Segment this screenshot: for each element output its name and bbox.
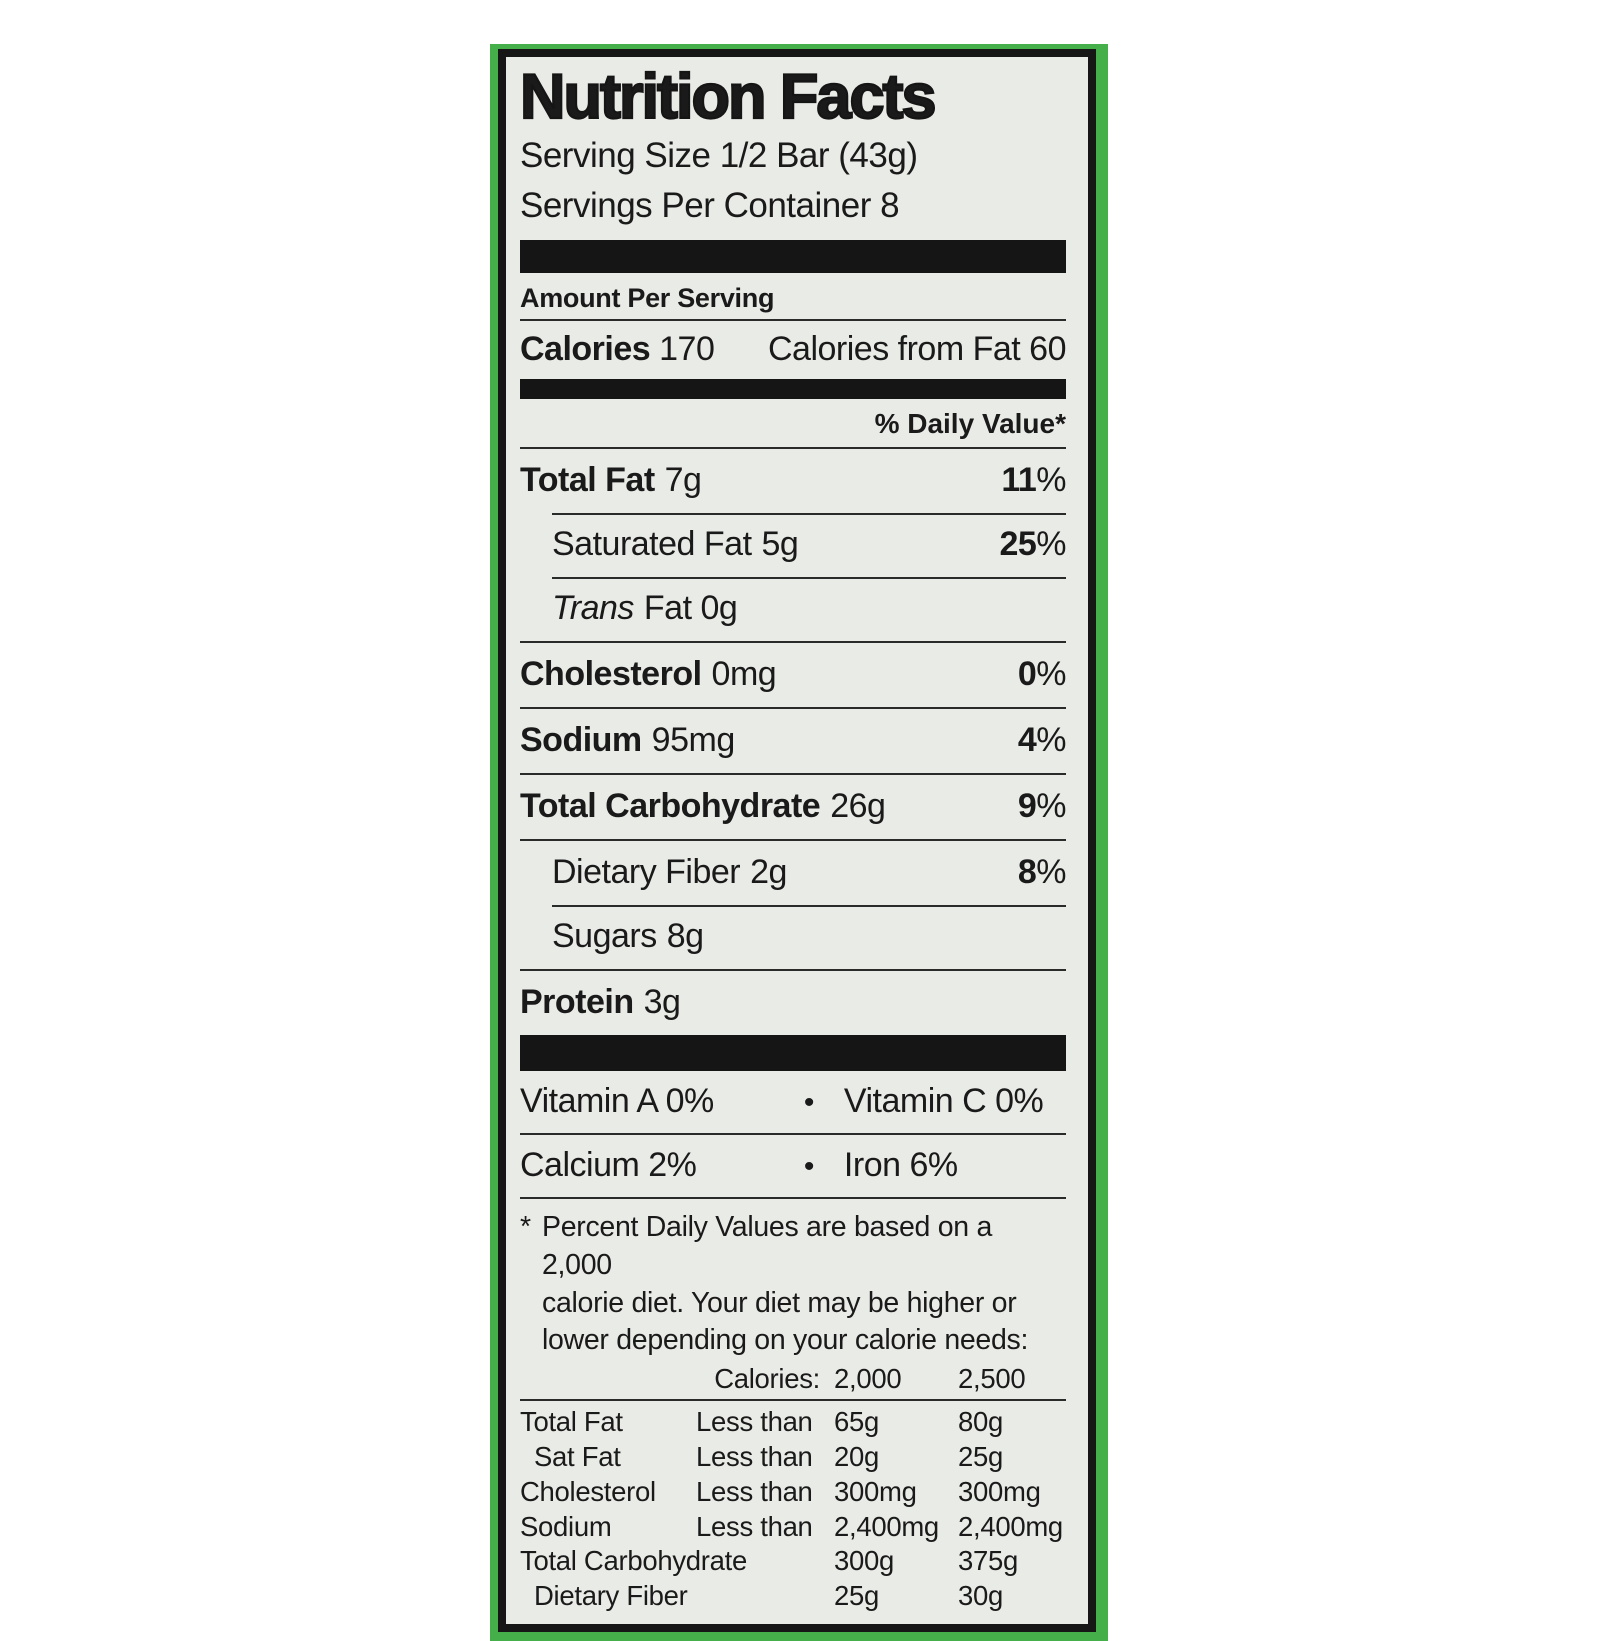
nutrient-amount: 2g	[750, 853, 787, 892]
calories-amount: Calories 170	[520, 330, 715, 369]
footnote-line: Percent Daily Values are based on a 2,00…	[542, 1211, 992, 1282]
nutrient-name: Protein	[520, 983, 634, 1022]
label-green-frame: Nutrition Facts Serving Size 1/2 Bar (43…	[490, 44, 1108, 1641]
footnote-asterisk: *	[520, 1211, 531, 1244]
calories-row: Calories 170 Calories from Fat 60	[520, 321, 1067, 379]
nutrient-name: Sugars	[552, 917, 657, 956]
calories-from-fat: Calories from Fat 60	[768, 330, 1067, 369]
table-header-2500: 2,500	[958, 1362, 1026, 1394]
nutrition-facts-panel: Nutrition Facts Serving Size 1/2 Bar (43…	[498, 49, 1096, 1633]
nutrient-daily-value: 8%	[1017, 853, 1067, 892]
table-row-total-fat: Total Fat Less than 65g 80g	[520, 1405, 1003, 1437]
bullet-separator: •	[803, 1086, 815, 1120]
bullet-separator: •	[803, 1150, 815, 1184]
nutrient-row-trans-fat: Trans Fat 0g	[520, 577, 1066, 641]
reference-values-table: Calories: 2,000 2,500 Total Fat Less tha…	[520, 1362, 1066, 1614]
table-row-cholesterol: Cholesterol Less than 300mg 300mg	[520, 1475, 1041, 1507]
nutrient-amount: 5g	[761, 525, 799, 564]
nutrient-row-saturated-fat: Saturated Fat 5g 25%	[520, 513, 1066, 577]
calories-label: Calories	[520, 330, 651, 369]
table-row-sodium: Sodium Less than 2,400mg 2,400mg	[520, 1510, 1063, 1542]
nutrient-row-total-carbohydrate: Total Carbohydrate 26g 9%	[520, 773, 1066, 839]
footnote-line: lower depending on your calorie needs:	[542, 1324, 1029, 1357]
table-row-sat-fat: Sat Fat Less than 20g 25g	[534, 1440, 1003, 1472]
nutrient-row-total-fat: Total Fat 7g 11%	[520, 449, 1066, 513]
nutrient-daily-value: 25%	[999, 525, 1066, 564]
daily-value-header: % Daily Value*	[520, 399, 1066, 450]
nutrient-name: Cholesterol	[520, 655, 702, 694]
table-header-calories: Calories:	[714, 1362, 820, 1394]
nutrient-row-protein: Protein 3g	[520, 969, 1066, 1035]
nutrient-amount: 95mg	[651, 721, 736, 760]
nutrient-amount: Fat 0g	[643, 589, 738, 628]
section-divider-bar	[520, 379, 1066, 400]
section-divider-bar	[520, 240, 1066, 274]
serving-size-text: Serving Size 1/2 Bar (43g)	[520, 136, 918, 176]
nutrient-row-cholesterol: Cholesterol 0mg 0%	[520, 641, 1066, 707]
daily-values-footnote: * Percent Daily Values are based on a 2,…	[520, 1197, 1066, 1361]
nutrient-daily-value: 11%	[1001, 461, 1066, 500]
nutrient-name: Total Carbohydrate	[520, 787, 821, 826]
nutrient-row-sodium: Sodium 95mg 4%	[520, 707, 1066, 773]
nutrition-facts-title: Nutrition Facts	[519, 62, 938, 132]
nutrient-amount: 7g	[664, 461, 702, 500]
nutrient-name: Dietary Fiber	[552, 853, 741, 892]
nutrient-row-dietary-fiber: Dietary Fiber 2g 8%	[520, 839, 1066, 905]
table-header-2000: 2,000	[834, 1362, 902, 1394]
table-row-total-carbohydrate: Total Carbohydrate 300g 375g	[520, 1545, 1018, 1577]
nutrient-amount: 26g	[830, 787, 886, 826]
iron-value: Iron 6%	[843, 1146, 958, 1185]
section-divider-bar	[520, 1035, 1066, 1072]
nutrient-daily-value: 0%	[1017, 655, 1067, 694]
nutrient-name: Sodium	[520, 721, 642, 760]
footnote-line: calorie diet. Your diet may be higher or	[542, 1286, 1017, 1319]
vitamin-row-calcium-iron: Calcium 2% • Iron 6%	[520, 1133, 1066, 1197]
servings-per-container-text: Servings Per Container 8	[520, 185, 900, 225]
nutrient-daily-value: 4%	[1017, 721, 1067, 760]
nutrient-name-italic: Trans	[552, 589, 634, 628]
nutrient-amount: 0mg	[711, 655, 777, 694]
nutrient-daily-value: 9%	[1017, 787, 1067, 826]
amount-per-serving-heading: Amount Per Serving	[520, 273, 1066, 322]
nutrient-amount: 8g	[666, 917, 704, 956]
table-row-dietary-fiber: Dietary Fiber 25g 30g	[534, 1580, 1003, 1612]
calories-value: 170	[659, 330, 715, 369]
nutrient-name: Total Fat	[520, 461, 655, 500]
vitamin-row-a-c: Vitamin A 0% • Vitamin C 0%	[520, 1071, 1066, 1133]
table-header-row: Calories: 2,000 2,500	[520, 1362, 1066, 1401]
nutrient-name: Saturated Fat	[552, 525, 752, 564]
vitamin-a-value: Vitamin A 0%	[520, 1082, 714, 1121]
vitamin-c-value: Vitamin C 0%	[843, 1082, 1044, 1121]
calcium-value: Calcium 2%	[520, 1146, 697, 1185]
nutrient-amount: 3g	[643, 983, 681, 1022]
nutrient-row-sugars: Sugars 8g	[520, 905, 1066, 969]
